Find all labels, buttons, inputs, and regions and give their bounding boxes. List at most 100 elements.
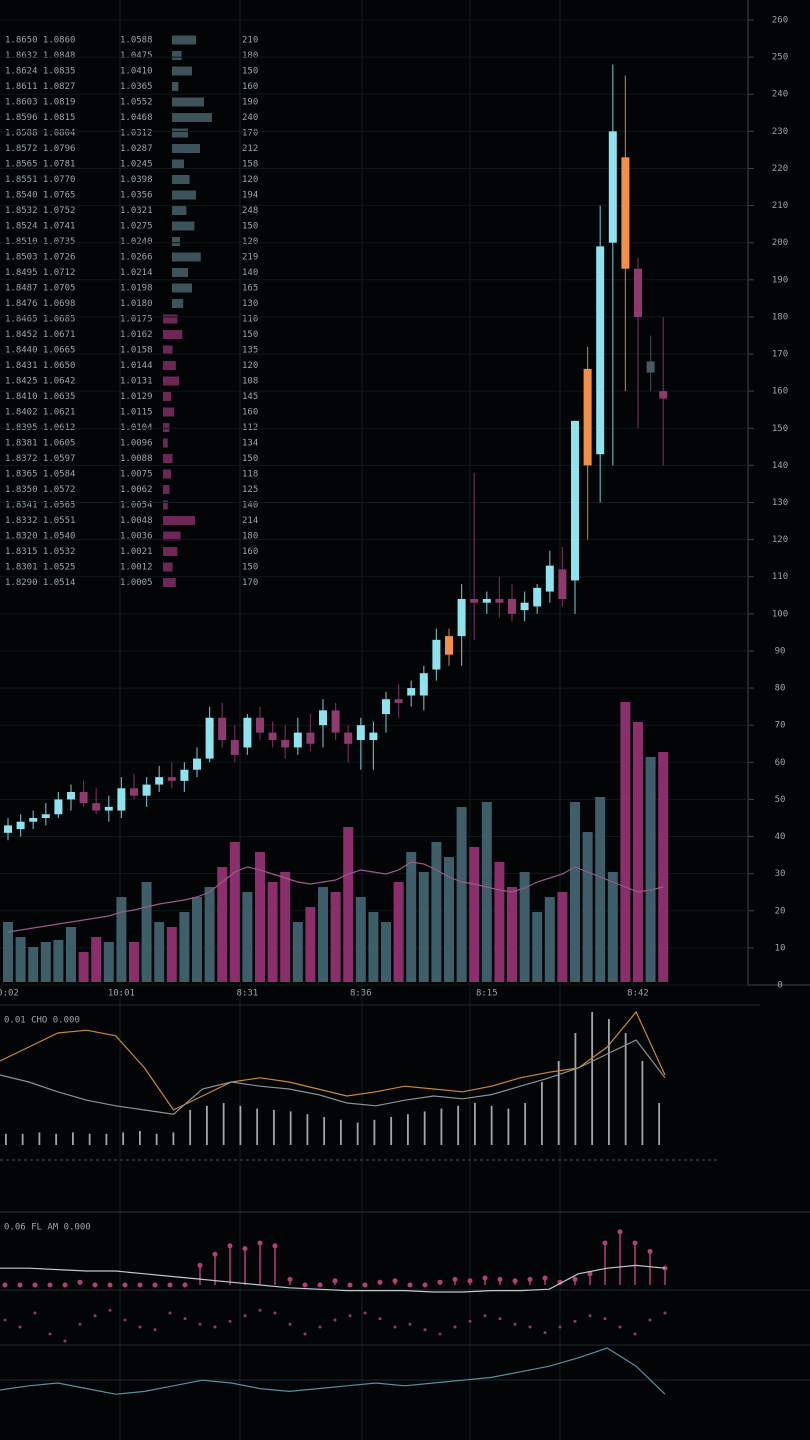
- candle-body: [596, 246, 605, 455]
- dot: [318, 1325, 322, 1329]
- volume-bar: [166, 927, 177, 982]
- y-tick-label: 0: [777, 981, 782, 991]
- depth-bar: [172, 190, 196, 200]
- dot: [273, 1311, 277, 1315]
- order-price: 1.8495 1.0712: [5, 268, 75, 278]
- stem-dot: [92, 1282, 98, 1288]
- order-size: 1.0158: [120, 346, 153, 356]
- volume-bar: [141, 882, 152, 982]
- volume-bar: [406, 852, 417, 982]
- volume-bar: [456, 807, 467, 982]
- stem-dot: [197, 1262, 203, 1268]
- volume-bar: [53, 940, 64, 982]
- candle-body: [659, 391, 668, 399]
- histogram-bar: [423, 1111, 426, 1145]
- dot: [93, 1314, 97, 1318]
- stem-dot: [347, 1282, 353, 1288]
- volume-bar: [633, 722, 643, 982]
- histogram-bar: [641, 1061, 644, 1145]
- dot: [453, 1325, 457, 1329]
- y-tick-label: 190: [772, 275, 788, 285]
- depth-bar: [163, 531, 181, 541]
- histogram-bar: [273, 1110, 275, 1145]
- y-tick-label: 130: [772, 498, 788, 508]
- volume-bar: [481, 802, 492, 982]
- candle-body: [54, 799, 63, 815]
- dot: [48, 1332, 52, 1336]
- stem-dot: [302, 1282, 308, 1288]
- volume-bar: [418, 872, 429, 982]
- depth-bar: [172, 66, 192, 76]
- order-size: 1.0312: [120, 129, 153, 139]
- stem-dot: [362, 1282, 368, 1288]
- dot: [228, 1319, 232, 1323]
- y-tick-label: 50: [775, 795, 786, 805]
- order-size: 1.0012: [120, 563, 153, 573]
- panel-title: 0.06 FL AM 0.000: [4, 1223, 91, 1233]
- volume-bar: [532, 912, 543, 982]
- histogram-bar: [222, 1103, 225, 1145]
- stem-dot: [377, 1279, 383, 1285]
- dot: [63, 1339, 67, 1343]
- order-size: 1.0096: [120, 439, 153, 449]
- order-price: 1.8320 1.0540: [5, 532, 75, 542]
- order-price: 1.8452 1.0671: [5, 330, 75, 340]
- volume-bar: [469, 847, 480, 982]
- order-price: 1.8588 1.0804: [5, 129, 75, 139]
- depth-bar: [163, 438, 168, 448]
- histogram-bar: [541, 1082, 543, 1145]
- candle-body: [142, 784, 151, 796]
- stem-dot: [467, 1278, 473, 1284]
- order-total: 150: [242, 222, 258, 232]
- y-tick-label: 100: [772, 609, 788, 619]
- stem-dot: [617, 1229, 623, 1235]
- x-tick-label: 8:15: [476, 989, 498, 999]
- order-total: 160: [242, 408, 258, 418]
- depth-bar: [172, 35, 196, 45]
- histogram-bar: [155, 1133, 158, 1145]
- volume-bar: [620, 702, 631, 982]
- volume-bar: [15, 937, 26, 982]
- order-size: 1.0036: [120, 532, 153, 542]
- dot: [363, 1311, 367, 1315]
- candle-body: [646, 361, 655, 373]
- order-size: 1.0410: [120, 67, 153, 77]
- volume-bar: [544, 897, 555, 982]
- candle-body: [419, 673, 428, 696]
- order-size: 1.0115: [120, 408, 153, 418]
- indicator-line: [0, 1347, 666, 1395]
- order-total: 158: [242, 160, 258, 170]
- volume-bar: [330, 892, 341, 982]
- stem-dot: [17, 1282, 23, 1288]
- panel-title: 0.01 CHO 0.000: [4, 1016, 80, 1026]
- candle-body: [508, 599, 516, 614]
- volume-bar: [519, 872, 530, 982]
- order-size: 1.0005: [120, 578, 153, 588]
- dot: [333, 1318, 337, 1322]
- volume-bar: [267, 882, 278, 982]
- histogram-bar: [122, 1132, 125, 1145]
- y-tick-label: 30: [775, 869, 786, 879]
- order-total: 160: [242, 82, 258, 92]
- order-size: 1.0162: [120, 330, 153, 340]
- volume-bar: [3, 922, 13, 982]
- order-size: 1.0275: [120, 222, 153, 232]
- depth-bar: [172, 51, 182, 60]
- order-total: 120: [242, 175, 258, 185]
- volume-bar: [78, 952, 89, 982]
- dot: [168, 1311, 172, 1315]
- candle-body: [482, 599, 491, 603]
- x-tick-label: 10:01: [108, 989, 135, 999]
- order-price: 1.8440 1.0665: [5, 346, 75, 356]
- order-total: 194: [242, 191, 258, 201]
- order-size: 1.0129: [120, 392, 153, 402]
- dot: [498, 1317, 502, 1321]
- order-price: 1.8524 1.0741: [5, 222, 75, 232]
- order-total: 130: [242, 299, 258, 309]
- x-tick-label: 8:36: [350, 989, 372, 999]
- stem-dot: [392, 1278, 398, 1284]
- order-size: 1.0214: [120, 268, 153, 278]
- order-price: 1.8465 1.0685: [5, 315, 75, 325]
- order-size: 1.0287: [120, 144, 153, 154]
- candle-body: [117, 788, 126, 811]
